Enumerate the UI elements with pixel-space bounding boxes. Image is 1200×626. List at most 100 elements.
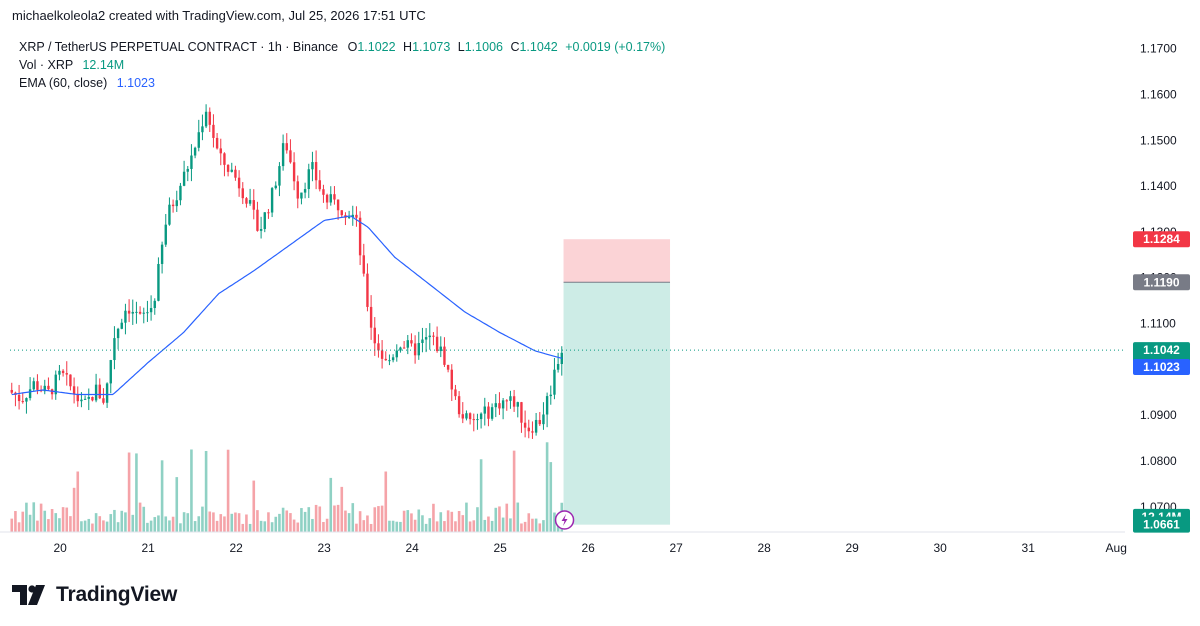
candle-down[interactable]	[468, 412, 472, 425]
candle-down[interactable]	[520, 401, 523, 433]
candle-up[interactable]	[439, 336, 442, 358]
candle-down[interactable]	[498, 392, 501, 415]
candle-down[interactable]	[377, 334, 380, 358]
candle-up[interactable]	[54, 370, 57, 400]
time-axis[interactable]: 20 21 22 23 24 25 26 27 28 29 30 31 Aug	[53, 541, 1126, 555]
candle-up[interactable]	[270, 186, 274, 218]
candle-down[interactable]	[369, 295, 373, 340]
candle-down[interactable]	[318, 170, 321, 192]
candle-down[interactable]	[325, 193, 329, 210]
volume-row[interactable]: Vol · XRP 12.14M	[19, 56, 665, 74]
candle-up[interactable]	[476, 413, 479, 430]
candle-down[interactable]	[10, 382, 13, 395]
candle-down[interactable]	[512, 389, 516, 412]
candle-up[interactable]	[399, 346, 402, 353]
candle-up[interactable]	[204, 104, 208, 129]
candle-up[interactable]	[179, 182, 182, 206]
candle-up[interactable]	[109, 359, 112, 394]
candle-down[interactable]	[234, 165, 237, 181]
candle-down[interactable]	[76, 386, 79, 407]
candle-down[interactable]	[256, 201, 259, 232]
candle-down[interactable]	[296, 175, 299, 209]
candle-up[interactable]	[311, 151, 314, 182]
candle-up[interactable]	[501, 398, 505, 420]
candle-down[interactable]	[127, 299, 131, 323]
candle-down[interactable]	[443, 337, 446, 367]
candle-up[interactable]	[58, 365, 61, 381]
candle-down[interactable]	[366, 263, 369, 312]
candle-down[interactable]	[340, 210, 343, 218]
candle-down[interactable]	[21, 392, 24, 404]
ema-row[interactable]: EMA (60, close) 1.1023	[19, 74, 665, 92]
candle-up[interactable]	[175, 190, 178, 212]
candle-up[interactable]	[351, 205, 354, 226]
candle-down[interactable]	[384, 351, 387, 361]
candle-down[interactable]	[212, 114, 215, 148]
candle-up[interactable]	[193, 146, 197, 159]
candle-down[interactable]	[523, 410, 527, 438]
candle-down[interactable]	[314, 150, 318, 190]
candle-up[interactable]	[303, 182, 307, 199]
candle-up[interactable]	[113, 326, 116, 370]
candle-down[interactable]	[241, 182, 244, 205]
candle-up[interactable]	[120, 318, 123, 330]
candle-down[interactable]	[413, 335, 417, 364]
candle-up[interactable]	[560, 346, 563, 376]
candle-down[interactable]	[102, 388, 105, 405]
candle-up[interactable]	[347, 210, 351, 219]
price-chart[interactable]: 1.07001.08001.09001.10001.11001.12001.13…	[0, 28, 1200, 568]
candle-down[interactable]	[527, 419, 530, 439]
candle-down[interactable]	[373, 317, 376, 356]
stop-loss-zone[interactable]	[563, 239, 671, 283]
candle-down[interactable]	[322, 184, 325, 203]
candle-up[interactable]	[494, 394, 497, 418]
candle-up[interactable]	[153, 298, 156, 315]
candle-down[interactable]	[432, 332, 435, 346]
candle-up[interactable]	[417, 331, 420, 360]
candle-up[interactable]	[421, 327, 424, 353]
candle-down[interactable]	[98, 378, 101, 400]
candle-down[interactable]	[208, 107, 211, 132]
candle-up[interactable]	[248, 188, 252, 206]
take-profit-zone[interactable]	[563, 282, 671, 525]
candle-up[interactable]	[160, 241, 164, 274]
candle-down[interactable]	[402, 340, 406, 349]
candle-down[interactable]	[358, 211, 362, 266]
lightning-icon[interactable]	[554, 510, 575, 530]
candle-up[interactable]	[553, 357, 556, 400]
candle-up[interactable]	[190, 144, 193, 182]
candle-up[interactable]	[542, 402, 545, 430]
candle-down[interactable]	[487, 402, 490, 427]
tradingview-logo[interactable]: TradingView	[12, 580, 177, 610]
candle-up[interactable]	[124, 303, 127, 335]
candle-down[interactable]	[72, 377, 76, 404]
candle-up[interactable]	[483, 397, 486, 426]
candle-up[interactable]	[201, 114, 204, 141]
candle-up[interactable]	[135, 301, 138, 324]
candle-up[interactable]	[278, 162, 281, 197]
candle-up[interactable]	[509, 390, 512, 409]
candle-up[interactable]	[87, 388, 90, 411]
candle-down[interactable]	[223, 152, 226, 177]
candle-down[interactable]	[17, 384, 21, 410]
candle-down[interactable]	[245, 197, 248, 208]
candle-down[interactable]	[226, 164, 230, 177]
candle-up[interactable]	[388, 354, 391, 366]
candle-up[interactable]	[395, 344, 398, 362]
candle-down[interactable]	[171, 199, 175, 213]
candle-up[interactable]	[549, 385, 552, 405]
candle-down[interactable]	[285, 133, 288, 154]
candle-up[interactable]	[157, 257, 160, 302]
candle-up[interactable]	[32, 377, 35, 392]
candle-up[interactable]	[516, 401, 519, 418]
candle-up[interactable]	[424, 328, 428, 353]
candle-down[interactable]	[91, 396, 94, 402]
candle-up[interactable]	[230, 162, 233, 173]
candle-down[interactable]	[446, 364, 450, 373]
candle-up[interactable]	[534, 412, 538, 436]
candle-up[interactable]	[105, 382, 109, 408]
candle-up[interactable]	[149, 295, 153, 321]
candle-up[interactable]	[300, 192, 303, 205]
candle-up[interactable]	[465, 410, 468, 421]
candle-down[interactable]	[362, 243, 365, 277]
